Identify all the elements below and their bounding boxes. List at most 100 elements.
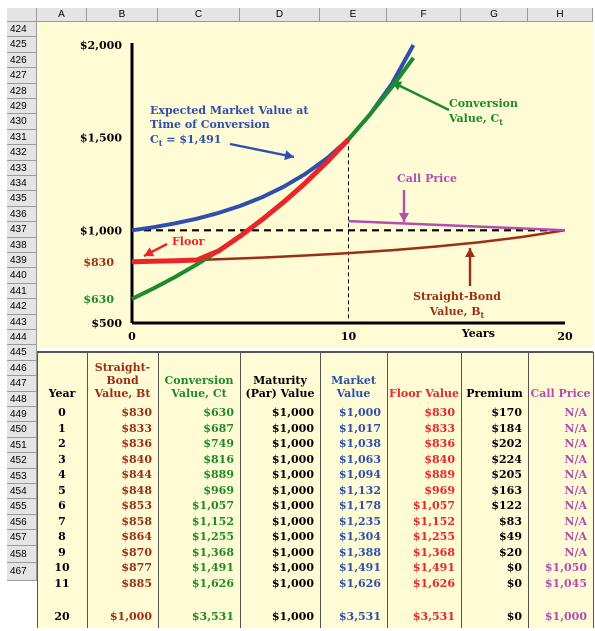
row-header-458[interactable]: 458 <box>7 545 37 563</box>
table-cell: $1,235 <box>338 514 381 528</box>
table-cell: $836 <box>424 437 455 450</box>
table-header-cell: Maturity (Par) Value <box>245 374 315 400</box>
table-cell: 20 <box>54 610 70 623</box>
row-header-441[interactable]: 441 <box>7 283 37 300</box>
column-header-c[interactable]: C <box>158 8 240 22</box>
row-header-454[interactable]: 454 <box>7 484 37 500</box>
column-header-e[interactable]: E <box>320 8 387 22</box>
row-header-443[interactable]: 443 <box>7 314 37 330</box>
row-header-453[interactable]: 453 <box>7 468 37 484</box>
table-cell: $864 <box>121 530 152 543</box>
table-cell: $870 <box>121 545 152 559</box>
table-cell: $1,132 <box>338 483 381 497</box>
table-cell: $49 <box>499 530 522 543</box>
row-header-427[interactable]: 427 <box>7 68 37 84</box>
table-cell: $205 <box>491 468 522 481</box>
table-cell: N/A <box>564 452 587 466</box>
column-header-g[interactable]: G <box>461 8 528 22</box>
row-header-438[interactable]: 438 <box>7 237 37 253</box>
y-tick-label: $2,000 <box>80 39 122 52</box>
row-header-447[interactable]: 447 <box>7 376 37 392</box>
row-header-426[interactable]: 426 <box>7 52 37 69</box>
table-column-divider <box>461 352 462 628</box>
table-cell: $889 <box>424 468 455 481</box>
table-column-divider <box>240 352 241 628</box>
data-table <box>37 352 593 628</box>
table-cell: $1,626 <box>191 576 234 590</box>
row-header-467[interactable]: 467 <box>7 562 37 581</box>
table-cell: $1,152 <box>191 514 234 528</box>
x-axis-title: Years <box>461 327 495 340</box>
column-header-h[interactable]: H <box>528 8 593 22</box>
table-column-divider <box>320 352 321 628</box>
bond-annotation-line1: Straight-Bond <box>413 290 501 303</box>
table-cell: $1,000 <box>338 406 381 419</box>
table-cell: $969 <box>203 483 234 497</box>
table-cell: $170 <box>491 406 522 419</box>
table-cell: $1,000 <box>271 545 314 559</box>
table-cell: $1,094 <box>338 468 381 481</box>
table-cell: $830 <box>121 406 152 419</box>
row-header-442[interactable]: 442 <box>7 299 37 315</box>
row-header-444[interactable]: 444 <box>7 330 37 346</box>
row-header-428[interactable]: 428 <box>7 83 37 99</box>
table-cell: 3 <box>58 452 66 466</box>
row-header-431[interactable]: 431 <box>7 129 37 146</box>
column-header-d[interactable]: D <box>240 8 320 22</box>
market-annotation-line1: Expected Market Value at <box>150 104 309 117</box>
table-cell: $969 <box>424 483 455 497</box>
row-header-430[interactable]: 430 <box>7 114 37 130</box>
table-cell: $3,531 <box>191 610 234 623</box>
table-cell: $0 <box>506 576 522 590</box>
market-annotation-line3: Ct = $1,491 <box>150 133 221 148</box>
row-header-436[interactable]: 436 <box>7 206 37 223</box>
row-header-451[interactable]: 451 <box>7 437 37 454</box>
table-cell: 0 <box>58 406 66 419</box>
row-header-440[interactable]: 440 <box>7 268 37 284</box>
column-header-f[interactable]: F <box>387 8 461 22</box>
row-header-425[interactable]: 425 <box>7 37 37 53</box>
table-cell: $816 <box>203 452 234 466</box>
table-cell: 4 <box>58 468 66 481</box>
table-cell: $122 <box>491 499 522 512</box>
row-header-434[interactable]: 434 <box>7 176 37 192</box>
table-header-cell: Premium <box>466 387 523 400</box>
table-cell: $877 <box>121 561 152 574</box>
row-header-455[interactable]: 455 <box>7 499 37 515</box>
table-cell: N/A <box>564 499 587 512</box>
table-column-divider <box>528 352 529 628</box>
row-header-450[interactable]: 450 <box>7 422 37 438</box>
row-header-424[interactable]: 424 <box>7 22 37 38</box>
select-all-corner[interactable] <box>7 8 37 22</box>
row-header-439[interactable]: 439 <box>7 253 37 269</box>
row-header-437[interactable]: 437 <box>7 222 37 238</box>
table-column-divider <box>158 352 159 628</box>
row-header-445[interactable]: 445 <box>7 345 37 361</box>
conversion-annotation-line1: Conversion <box>449 97 518 110</box>
row-header-457[interactable]: 457 <box>7 530 37 546</box>
table-cell: $840 <box>121 452 152 466</box>
table-cell: $889 <box>203 468 234 481</box>
table-cell: $1,000 <box>271 468 314 481</box>
y-tick-label: $500 <box>91 317 122 330</box>
row-header-433[interactable]: 433 <box>7 160 37 176</box>
table-cell: 11 <box>54 576 70 590</box>
table-header-cell: Call Price <box>530 387 591 400</box>
table-cell: $853 <box>121 499 152 512</box>
row-header-452[interactable]: 452 <box>7 453 37 469</box>
row-header-456[interactable]: 456 <box>7 514 37 531</box>
table-cell: $885 <box>121 576 152 590</box>
row-header-429[interactable]: 429 <box>7 99 37 115</box>
table-cell: $1,255 <box>412 530 455 543</box>
column-header-b[interactable]: B <box>87 8 158 22</box>
row-header-448[interactable]: 448 <box>7 391 37 407</box>
row-header-446[interactable]: 446 <box>7 360 37 377</box>
table-cell: $1,057 <box>191 499 234 512</box>
column-header-a[interactable]: A <box>37 8 87 22</box>
row-header-435[interactable]: 435 <box>7 191 37 207</box>
table-cell: $3,531 <box>412 610 455 623</box>
table-cell: $858 <box>121 514 152 528</box>
table-cell: $1,000 <box>544 610 587 623</box>
row-header-432[interactable]: 432 <box>7 145 37 161</box>
row-header-449[interactable]: 449 <box>7 407 37 423</box>
